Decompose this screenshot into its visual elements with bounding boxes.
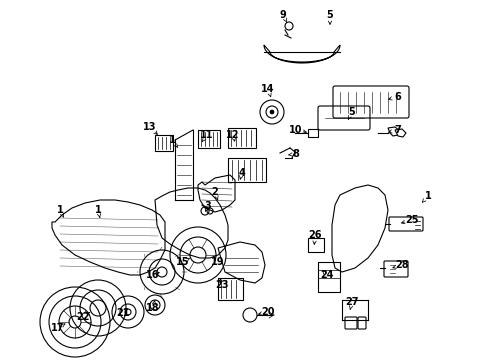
Text: 4: 4 bbox=[239, 168, 245, 178]
Text: 15: 15 bbox=[176, 257, 190, 267]
Polygon shape bbox=[395, 129, 406, 137]
Text: 5: 5 bbox=[348, 107, 355, 117]
Text: 21: 21 bbox=[116, 308, 130, 318]
Text: 23: 23 bbox=[215, 280, 229, 290]
Text: 3: 3 bbox=[205, 201, 211, 211]
Text: 22: 22 bbox=[76, 312, 90, 322]
Text: 17: 17 bbox=[51, 323, 65, 333]
Text: 26: 26 bbox=[308, 230, 322, 240]
Text: 1: 1 bbox=[57, 205, 63, 215]
Polygon shape bbox=[388, 127, 400, 136]
Text: 20: 20 bbox=[261, 307, 275, 317]
Text: 19: 19 bbox=[211, 257, 225, 267]
Circle shape bbox=[270, 110, 274, 114]
Text: 1: 1 bbox=[95, 205, 101, 215]
Text: 12: 12 bbox=[226, 130, 240, 140]
Text: 7: 7 bbox=[394, 125, 401, 135]
Text: 10: 10 bbox=[289, 125, 303, 135]
Text: 18: 18 bbox=[146, 303, 160, 313]
Text: 2: 2 bbox=[212, 187, 219, 197]
Text: 14: 14 bbox=[261, 84, 275, 94]
Text: 9: 9 bbox=[280, 10, 286, 20]
Text: 11: 11 bbox=[200, 130, 214, 140]
Text: 8: 8 bbox=[293, 149, 299, 159]
Text: 28: 28 bbox=[395, 260, 409, 270]
Text: 13: 13 bbox=[143, 122, 157, 132]
Text: 5: 5 bbox=[327, 10, 333, 20]
Text: 16: 16 bbox=[146, 270, 160, 280]
Text: 24: 24 bbox=[320, 270, 334, 280]
Text: 1: 1 bbox=[425, 191, 431, 201]
Text: 6: 6 bbox=[394, 92, 401, 102]
Text: 25: 25 bbox=[405, 215, 419, 225]
Text: 27: 27 bbox=[345, 297, 359, 307]
Text: 1: 1 bbox=[169, 135, 175, 145]
